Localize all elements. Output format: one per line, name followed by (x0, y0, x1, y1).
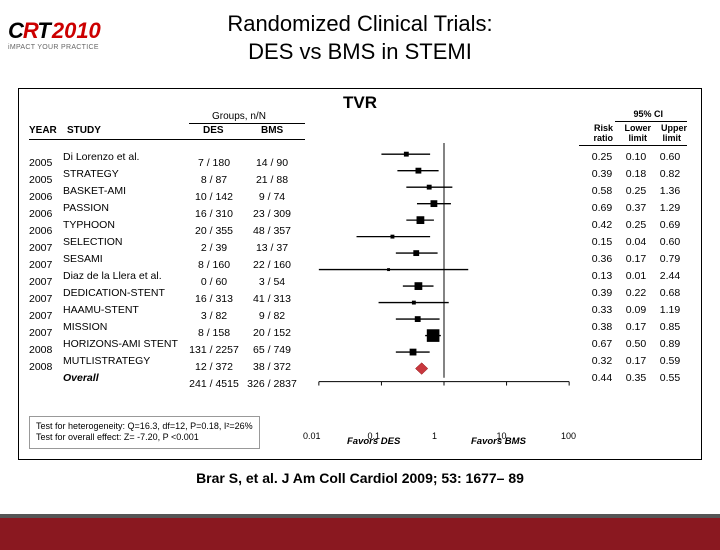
tick-label: 1 (432, 431, 437, 441)
tvr-label: TVR (343, 93, 377, 113)
ci-row: 0.390.220.68 (585, 285, 687, 302)
logo-year: 2010 (52, 18, 101, 43)
ci-table: 0.250.100.600.390.180.820.580.251.360.69… (585, 149, 687, 387)
ci-row: 0.420.250.69 (585, 217, 687, 234)
favors-bms-label: Favors BMS (471, 436, 526, 447)
header-bms: BMS (261, 125, 283, 136)
ci-row: 0.690.371.29 (585, 200, 687, 217)
table-row: 2007SESAMI8 / 16022 / 160 (29, 251, 301, 268)
tick-label: 100 (561, 431, 576, 441)
table-row: 2006TYPHOON20 / 35548 / 357 (29, 217, 301, 234)
header-lowerlim: limit (628, 133, 647, 143)
ci-row: 0.390.180.82 (585, 166, 687, 183)
het-line2: Test for overall effect: Z= -7.20, P <0.… (36, 432, 253, 444)
table-row: 2007HAAMU-STENT3 / 829 / 82 (29, 302, 301, 319)
table-row: 2008HORIZONS-AMI STENT131 / 225765 / 749 (29, 336, 301, 353)
table-row: 2007SELECTION2 / 3913 / 37 (29, 234, 301, 251)
overall-ci-row: 0.440.350.55 (585, 370, 687, 387)
footer-bar (0, 514, 720, 550)
header-ratio: ratio (593, 133, 613, 143)
overall-row: Overall241 / 4515326 / 2837 (29, 370, 301, 387)
header-study: STUDY (67, 125, 101, 136)
crt-logo: CRT2010 iMPACT YOUR PRACTICE (8, 18, 148, 51)
table-row: 2006PASSION16 / 31023 / 309 (29, 200, 301, 217)
heterogeneity-box: Test for heterogeneity: Q=16.3, df=12, P… (29, 416, 260, 449)
ci-row: 0.250.100.60 (585, 149, 687, 166)
header-upperlim: limit (662, 133, 681, 143)
forest-plot-svg (315, 143, 573, 403)
table-row: 2006BASKET-AMI10 / 1429 / 74 (29, 183, 301, 200)
ci-row: 0.670.500.89 (585, 336, 687, 353)
logo-crt-text: CRT (8, 18, 50, 43)
het-line1: Test for heterogeneity: Q=16.3, df=12, P… (36, 421, 253, 433)
header-lower: Lower (624, 123, 651, 133)
ci-row: 0.360.170.79 (585, 251, 687, 268)
ci-row: 0.150.040.60 (585, 234, 687, 251)
ci-row: 0.130.012.44 (585, 268, 687, 285)
table-row: 2005STRATEGY8 / 8721 / 88 (29, 166, 301, 183)
table-row: 2007DEDICATION-STENT16 / 31341 / 313 (29, 285, 301, 302)
header-risk: Risk (594, 123, 613, 133)
tick-label: 0.01 (303, 431, 321, 441)
ci-row: 0.320.170.59 (585, 353, 687, 370)
ci-row: 0.380.170.85 (585, 319, 687, 336)
favors-des-label: Favors DES (347, 436, 400, 447)
logo-tagline: iMPACT YOUR PRACTICE (8, 44, 148, 51)
header-groups: Groups, n/N (212, 111, 266, 122)
header-upper: Upper (661, 123, 687, 133)
table-row: 2007Diaz de la Llera et al.0 / 603 / 54 (29, 268, 301, 285)
header-des: DES (203, 125, 224, 136)
header-year: YEAR (29, 125, 57, 136)
table-row: 2005Di Lorenzo et al.7 / 18014 / 90 (29, 149, 301, 166)
forest-plot-figure: TVR YEAR STUDY Groups, n/N DES BMS 95% C… (18, 88, 702, 460)
ci-row: 0.330.091.19 (585, 302, 687, 319)
table-row: 2007MISSION8 / 15820 / 152 (29, 319, 301, 336)
ci-row: 0.580.251.36 (585, 183, 687, 200)
citation: Brar S, et al. J Am Coll Cardiol 2009; 5… (0, 470, 720, 486)
table-row: 2008MUTLISTRATEGY12 / 37238 / 372 (29, 353, 301, 370)
data-table: 2005Di Lorenzo et al.7 / 18014 / 902005S… (29, 149, 301, 387)
header-ci: 95% CI (633, 109, 663, 119)
